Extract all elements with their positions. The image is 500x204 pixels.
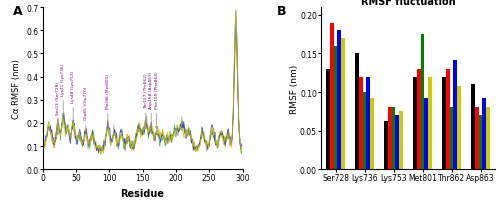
Bar [326, 70, 330, 169]
Bar [478, 116, 482, 169]
Bar [330, 23, 334, 169]
Bar [454, 61, 457, 169]
Text: B: B [277, 5, 286, 18]
Bar [388, 108, 392, 169]
Bar [457, 86, 461, 169]
X-axis label: Residue: Residue [120, 188, 164, 198]
Text: Thr157 (Thr862): Thr157 (Thr862) [144, 73, 148, 129]
Y-axis label: Cα RMSF (nm): Cα RMSF (nm) [12, 59, 20, 119]
Bar [446, 70, 450, 169]
Bar [396, 116, 399, 169]
Bar [399, 112, 403, 169]
Bar [392, 108, 396, 169]
Bar [338, 31, 341, 169]
Bar [384, 122, 388, 169]
Bar [482, 99, 486, 169]
Bar [417, 70, 420, 169]
Bar [355, 54, 359, 169]
Text: Phe159 (Phe864): Phe159 (Phe864) [154, 71, 158, 129]
Text: Ser23 (Ser728): Ser23 (Ser728) [56, 81, 60, 135]
Bar [366, 77, 370, 169]
Bar [413, 77, 417, 169]
Bar [370, 99, 374, 169]
Bar [471, 85, 475, 169]
Bar [486, 108, 490, 169]
Bar [424, 99, 428, 169]
Text: Asp158 (Asp863): Asp158 (Asp863) [149, 71, 153, 129]
Title: RMSF fluctuation: RMSF fluctuation [360, 0, 456, 7]
Text: Met98 (Met801): Met98 (Met801) [106, 73, 110, 130]
Bar [359, 77, 362, 169]
Bar [475, 108, 478, 169]
Text: A: A [13, 5, 22, 18]
Y-axis label: RMSF (nm): RMSF (nm) [290, 64, 298, 113]
Bar [428, 77, 432, 169]
Bar [341, 39, 345, 169]
Bar [362, 93, 366, 169]
Bar [450, 108, 454, 169]
Text: Glu65 (Glu770): Glu65 (Glu770) [84, 87, 88, 132]
Bar [442, 77, 446, 169]
Text: Lys48 (Lys753): Lys48 (Lys753) [71, 70, 75, 123]
Bar [334, 47, 338, 169]
Bar [420, 35, 424, 169]
Text: Lys31 (Lys736): Lys31 (Lys736) [61, 64, 65, 116]
